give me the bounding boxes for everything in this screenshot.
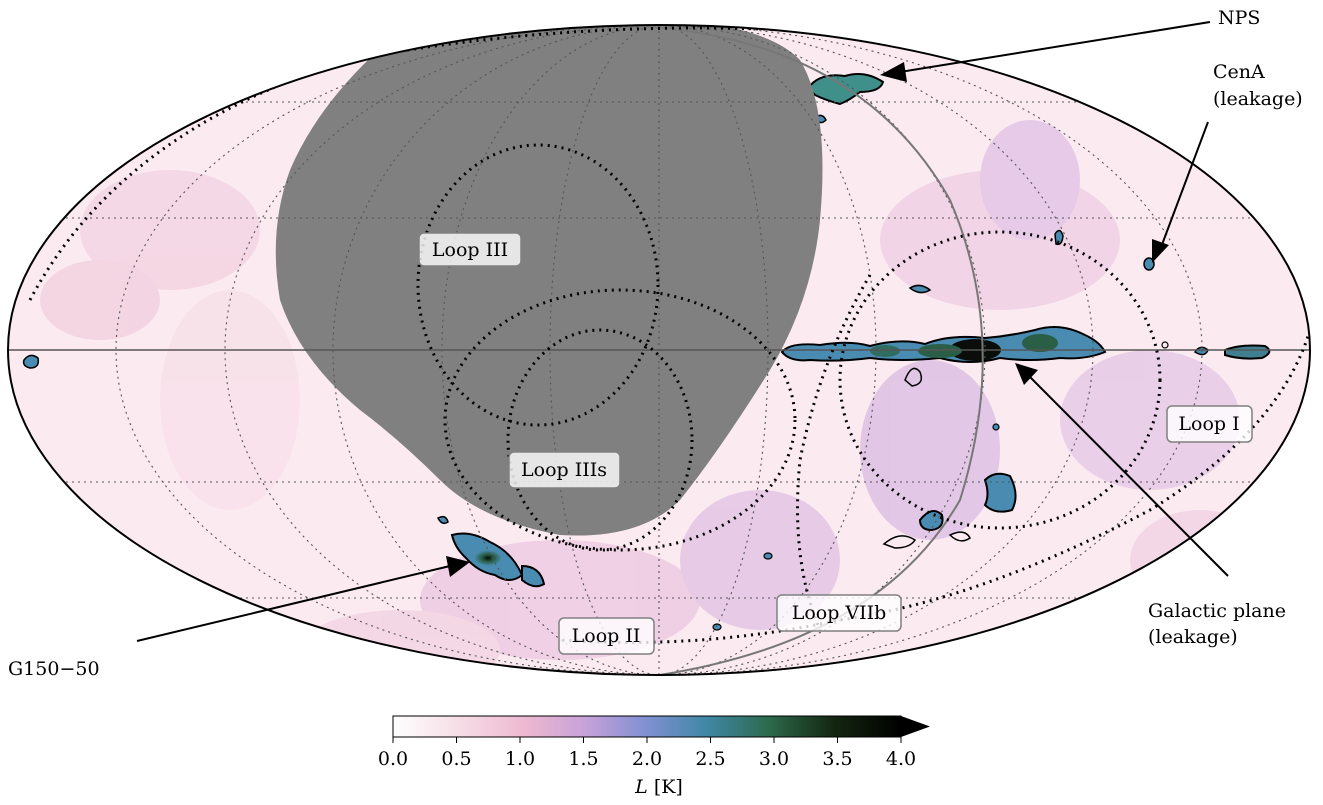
loop-iiis-inner-circle bbox=[506, 328, 694, 552]
colorbar-tick-label: 3.5 bbox=[822, 748, 852, 770]
annotation-arrows bbox=[136, 21, 1229, 642]
loop-i-label: Loop I bbox=[1166, 405, 1253, 443]
loop-ii-text: Loop II bbox=[572, 625, 641, 647]
galactic-plane-emission bbox=[22, 325, 1271, 387]
mollweide-map bbox=[8, 25, 1310, 675]
cena-annotation-line1: CenA bbox=[1213, 61, 1265, 83]
colorbar-tick-label: 1.5 bbox=[568, 748, 598, 770]
loop-iiis-circle bbox=[443, 288, 797, 552]
galactic-plane-annotation-line1: Galactic plane bbox=[1148, 600, 1286, 622]
graticule-parallels bbox=[8, 101, 1310, 599]
colorbar-label: L [K] bbox=[634, 776, 683, 798]
cena-arrow-head bbox=[1152, 239, 1169, 263]
colorbar: 0.0 0.5 1.0 1.5 2.0 2.5 3.0 3.5 4.0 L [K] bbox=[378, 715, 930, 798]
g150-arrow-head bbox=[446, 556, 470, 577]
loop-iiis-label: Loop IIIs bbox=[508, 451, 621, 489]
loop-ii-label: Loop II bbox=[558, 617, 655, 655]
loop-iiis-text: Loop IIIs bbox=[521, 459, 607, 481]
colorbar-gradient bbox=[392, 715, 902, 738]
colorbar-tick-label: 2.5 bbox=[695, 748, 725, 770]
annotation-texts: NPS CenA (leakage) G150−50 Galactic plan… bbox=[8, 7, 1303, 680]
loop-i-text: Loop I bbox=[1178, 413, 1239, 435]
map-border bbox=[7, 24, 1311, 676]
colorbar-extend-arrow bbox=[901, 716, 930, 737]
loop-labels: Loop III Loop IIIs Loop II Loop VIIb Loo… bbox=[418, 232, 1253, 655]
loop-iii-text: Loop III bbox=[432, 239, 508, 261]
loop-iii-label: Loop III bbox=[418, 232, 522, 267]
nps-annotation: NPS bbox=[1218, 7, 1260, 29]
masked-region bbox=[275, 25, 823, 536]
g150-50-emission bbox=[436, 515, 546, 588]
colorbar-tick-label: 0.5 bbox=[441, 748, 471, 770]
colorbar-tick-label: 2.0 bbox=[632, 748, 662, 770]
colorbar-tick-label: 1.0 bbox=[505, 748, 535, 770]
colorbar-tick-label: 0.0 bbox=[378, 748, 408, 770]
loop-iii-circle bbox=[416, 143, 660, 427]
loop-i-circle bbox=[838, 230, 1162, 530]
galactic-plane-annotation-line2: (leakage) bbox=[1148, 626, 1238, 648]
nps-arrow-head bbox=[880, 62, 907, 82]
loop-viib-text: Loop VIIb bbox=[792, 602, 887, 624]
colorbar-ticks: 0.0 0.5 1.0 1.5 2.0 2.5 3.0 3.5 4.0 bbox=[378, 737, 916, 770]
galactic-plane-arrow-head bbox=[1015, 363, 1038, 385]
cena-annotation-line2: (leakage) bbox=[1213, 88, 1303, 110]
loop-viib-label: Loop VIIb bbox=[776, 594, 902, 632]
colorbar-label-unit: [K] bbox=[648, 776, 683, 798]
colorbar-label-symbol: L bbox=[634, 776, 648, 798]
g150-annotation: G150−50 bbox=[8, 658, 100, 680]
compact-sources bbox=[712, 229, 1169, 631]
colorbar-tick-label: 3.0 bbox=[759, 748, 789, 770]
colorbar-tick-label: 4.0 bbox=[886, 748, 916, 770]
